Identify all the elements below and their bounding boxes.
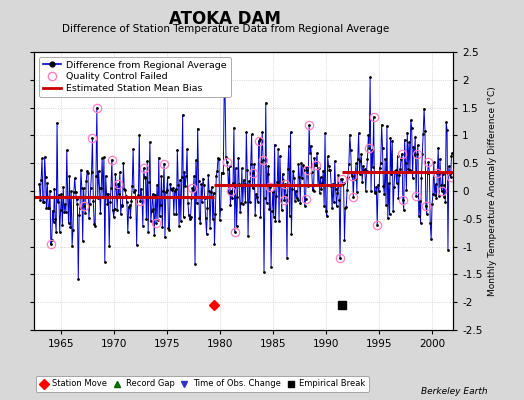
Text: ATOKA DAM: ATOKA DAM	[169, 10, 281, 28]
Text: Difference of Station Temperature Data from Regional Average: Difference of Station Temperature Data f…	[62, 24, 389, 34]
Y-axis label: Monthly Temperature Anomaly Difference (°C): Monthly Temperature Anomaly Difference (…	[488, 86, 497, 296]
Legend: Station Move, Record Gap, Time of Obs. Change, Empirical Break: Station Move, Record Gap, Time of Obs. C…	[36, 376, 368, 392]
Text: Berkeley Earth: Berkeley Earth	[421, 387, 487, 396]
Legend: Difference from Regional Average, Quality Control Failed, Estimated Station Mean: Difference from Regional Average, Qualit…	[39, 57, 231, 97]
